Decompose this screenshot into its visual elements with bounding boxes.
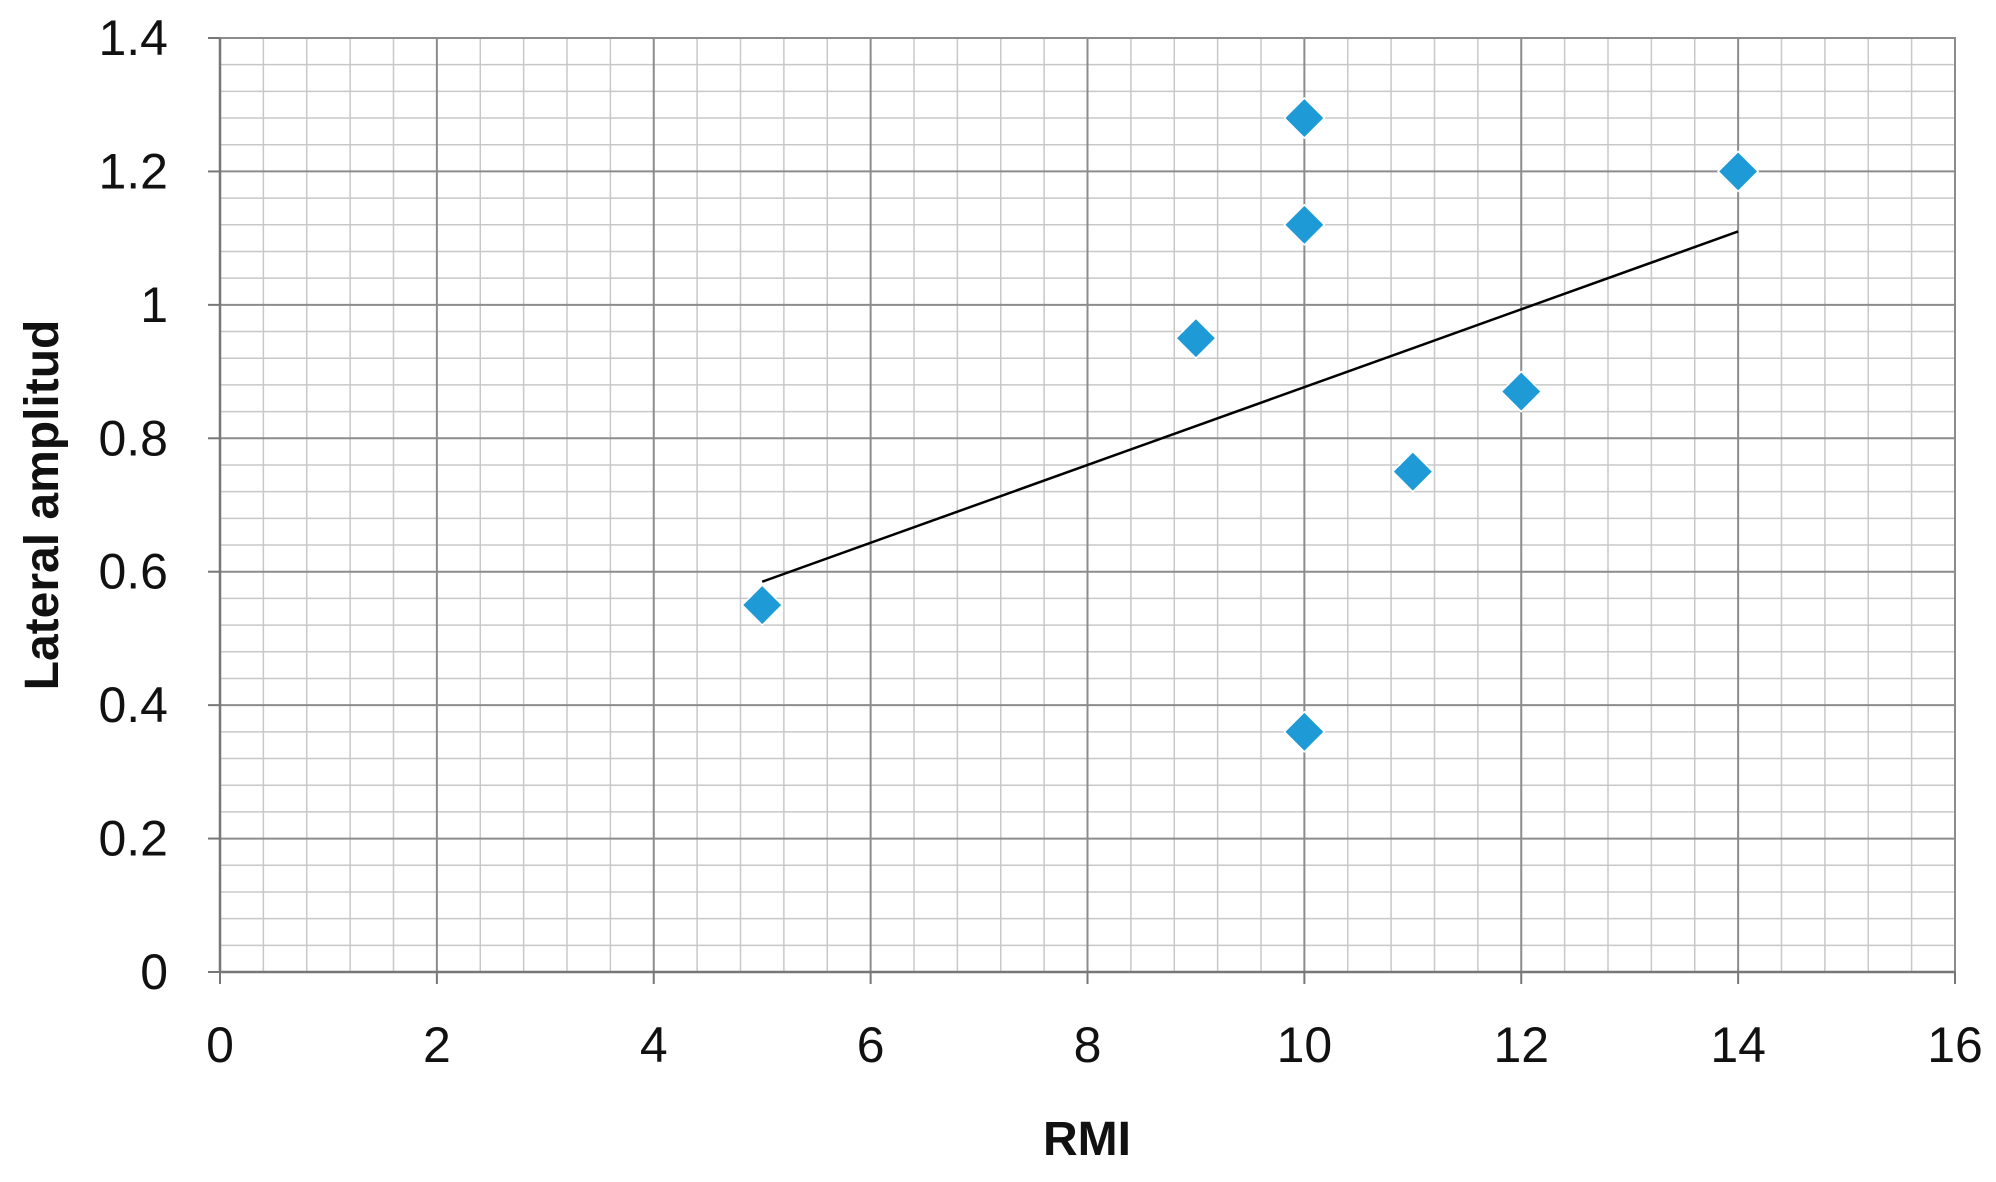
x-tick-label: 12 bbox=[1493, 1017, 1549, 1073]
data-point-diamond bbox=[1717, 150, 1760, 193]
x-tick-labels: 0 2 4 6 8 10 12 14 16 bbox=[206, 1017, 1983, 1073]
y-tick-label: 0.4 bbox=[98, 677, 168, 733]
x-tick-label: 14 bbox=[1710, 1017, 1766, 1073]
trendline bbox=[761, 230, 1739, 583]
x-tick-label: 16 bbox=[1927, 1017, 1983, 1073]
data-point-diamond bbox=[1283, 203, 1326, 246]
data-point-diamond bbox=[1174, 317, 1217, 360]
y-tick-label: 0 bbox=[140, 944, 168, 1000]
data-point-diamond bbox=[1283, 710, 1326, 753]
data-point-diamond bbox=[1391, 450, 1434, 493]
x-tick-label: 2 bbox=[423, 1017, 451, 1073]
y-tick-label: 0.6 bbox=[98, 544, 168, 600]
y-tick-label: 1.2 bbox=[98, 143, 168, 199]
x-tick-label: 6 bbox=[857, 1017, 885, 1073]
x-tick-label: 4 bbox=[640, 1017, 668, 1073]
data-points bbox=[741, 96, 1760, 753]
y-tick-label: 0.2 bbox=[98, 811, 168, 867]
y-tick-labels: 0 0.2 0.4 0.6 0.8 1 1.2 1.4 bbox=[98, 10, 168, 1000]
axes bbox=[208, 37, 1956, 984]
y-tick-label: 1 bbox=[140, 277, 168, 333]
trendline-group bbox=[761, 230, 1739, 583]
data-point-diamond bbox=[1500, 370, 1543, 413]
x-tick-label: 0 bbox=[206, 1017, 234, 1073]
data-point-diamond bbox=[1283, 96, 1326, 140]
x-tick-label: 8 bbox=[1074, 1017, 1102, 1073]
x-axis-title: RMI bbox=[1043, 1113, 1131, 1166]
y-tick-label: 0.8 bbox=[98, 410, 168, 466]
y-axis-title: Lateral amplitud bbox=[16, 320, 69, 691]
y-tick-label: 1.4 bbox=[98, 10, 168, 66]
data-point-diamond bbox=[741, 584, 784, 627]
x-tick-label: 10 bbox=[1277, 1017, 1333, 1073]
